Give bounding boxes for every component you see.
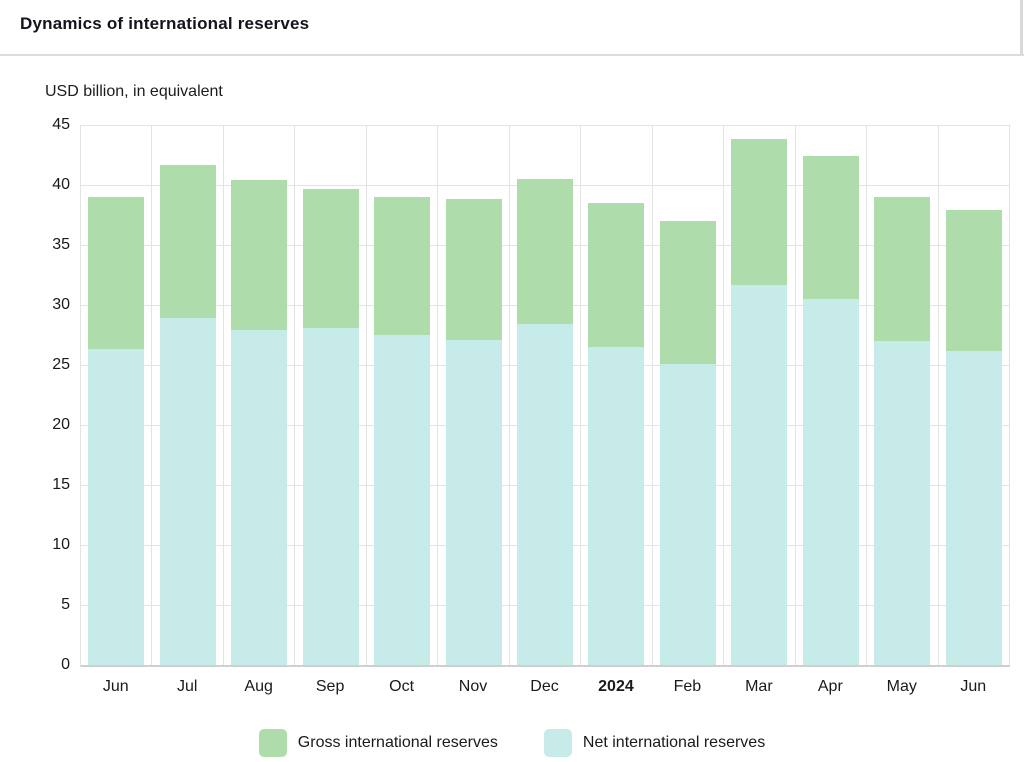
bar-gross-jun[interactable] — [945, 210, 1002, 665]
y-axis-tick: 10 — [52, 536, 70, 553]
x-axis-tick: Sep — [315, 678, 345, 695]
header: Dynamics of international reserves — [0, 0, 1024, 56]
chart-column — [581, 125, 653, 665]
x-axis-tick: Jun — [102, 678, 129, 695]
bar-net-nov[interactable] — [445, 339, 502, 665]
legend-item[interactable]: Gross international reserves — [258, 729, 498, 757]
bar-net-feb[interactable] — [659, 363, 716, 665]
y-axis: 0 5 10 15 20 25 30 35 40 45 — [0, 116, 70, 673]
bar-gross-dec[interactable] — [516, 179, 573, 665]
bar-net-aug[interactable] — [231, 330, 288, 665]
x-axis-tick: Aug — [244, 678, 273, 695]
bar-net-sep[interactable] — [302, 327, 359, 665]
bar-net-may[interactable] — [874, 341, 931, 665]
chart-units-label: USD billion, in equivalent — [45, 83, 223, 100]
plot-area — [80, 125, 1010, 667]
chart-legend: Gross international reserves Net internat… — [0, 726, 1024, 760]
bar-gross-feb[interactable] — [659, 221, 716, 665]
chart-column — [152, 125, 224, 665]
bar-gross-aug[interactable] — [231, 180, 288, 665]
bar-net-2024[interactable] — [588, 347, 645, 665]
bar-gross-nov[interactable] — [445, 199, 502, 665]
x-axis-tick: May — [886, 678, 917, 695]
bar-net-mar[interactable] — [731, 284, 788, 665]
chart-column — [867, 125, 939, 665]
y-axis-tick: 20 — [52, 416, 70, 433]
chart-column — [510, 125, 582, 665]
legend-item[interactable]: Net international reserves — [543, 729, 766, 757]
bar-gross-may[interactable] — [874, 197, 931, 665]
x-axis-tick: Jul — [176, 678, 198, 695]
bar-net-apr[interactable] — [802, 299, 859, 665]
bar-gross-2024[interactable] — [588, 203, 645, 665]
chart-column — [438, 125, 510, 665]
bar-net-jun[interactable] — [945, 350, 1002, 665]
x-axis: Jun Jul Aug Sep Oct Nov Dec 2024 Feb Mar Apr May Jun — [80, 678, 1009, 708]
legend-label: Net international reserves — [582, 734, 766, 751]
chart-column — [724, 125, 796, 665]
bar-net-dec[interactable] — [516, 324, 573, 665]
bar-gross-sep[interactable] — [302, 188, 359, 665]
x-axis-tick: Jun — [960, 678, 987, 695]
legend-swatch-icon — [258, 729, 287, 757]
bar-gross-oct[interactable] — [374, 197, 431, 665]
scrollbar-track[interactable] — [1020, 0, 1023, 54]
x-axis-tick: Nov — [458, 678, 488, 695]
y-axis-tick: 35 — [52, 236, 70, 253]
bar-gross-apr[interactable] — [802, 156, 859, 665]
y-axis-tick: 30 — [52, 296, 70, 313]
chart-column — [224, 125, 296, 665]
bar-net-jul[interactable] — [159, 318, 216, 665]
bar-net-jun[interactable] — [88, 349, 145, 665]
chart-column — [367, 125, 439, 665]
y-axis-tick: 45 — [52, 116, 70, 133]
x-axis-tick: Oct — [389, 678, 415, 695]
y-axis-tick: 5 — [61, 596, 70, 613]
bar-gross-jun[interactable] — [88, 197, 145, 665]
legend-label: Gross international reserves — [297, 734, 498, 751]
bar-net-oct[interactable] — [374, 335, 431, 665]
bar-gross-jul[interactable] — [159, 164, 216, 665]
chart-column — [796, 125, 868, 665]
x-axis-tick: Apr — [817, 678, 843, 695]
x-axis-tick: Dec — [530, 678, 559, 695]
chart-column — [653, 125, 725, 665]
y-axis-tick: 25 — [52, 356, 70, 373]
x-axis-tick: Mar — [745, 678, 773, 695]
y-axis-tick: 15 — [52, 476, 70, 493]
page-title: Dynamics of international reserves — [20, 14, 310, 33]
chart-column — [939, 125, 1010, 665]
x-axis-tick: 2024 — [598, 678, 634, 695]
chart-column — [81, 125, 153, 665]
chart-column — [295, 125, 367, 665]
bar-gross-mar[interactable] — [731, 139, 788, 665]
y-axis-tick: 40 — [52, 176, 70, 193]
y-axis-tick: 0 — [61, 656, 70, 673]
legend-swatch-icon — [543, 729, 572, 757]
x-axis-tick: Feb — [673, 678, 702, 695]
